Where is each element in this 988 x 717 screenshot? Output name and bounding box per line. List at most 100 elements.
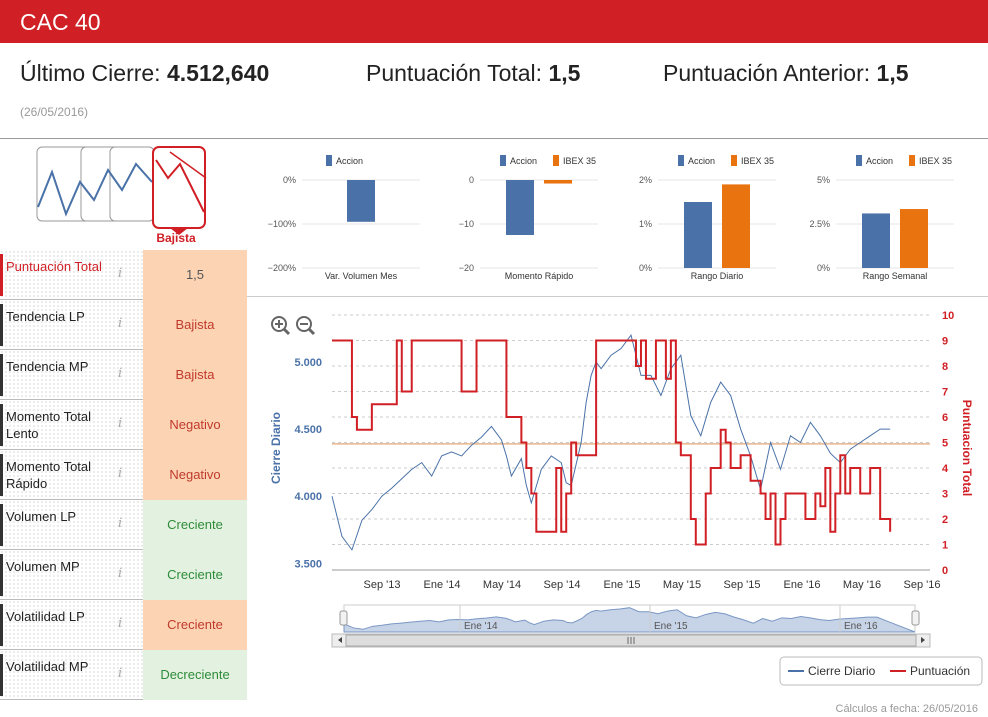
indicator-value: Bajista bbox=[143, 300, 247, 350]
x-tick-label: Sep '15 bbox=[724, 579, 761, 591]
row-accent bbox=[0, 554, 3, 596]
tick-label: 5% bbox=[817, 175, 830, 185]
indicator-value: Creciente bbox=[143, 500, 247, 550]
indicator-row: Volumen LP i Creciente bbox=[0, 500, 247, 550]
legend-label: Accion bbox=[866, 156, 893, 166]
tick-label: 0% bbox=[817, 263, 830, 273]
x-tick-label: Sep '14 bbox=[544, 579, 581, 591]
row-accent bbox=[0, 304, 3, 346]
navigator-tick-label: Ene '16 bbox=[844, 621, 878, 632]
indicator-value: Bajista bbox=[143, 350, 247, 400]
indicator-label: Volumen MP bbox=[6, 559, 80, 574]
chart-legend: Cierre Diario Puntuación bbox=[779, 656, 983, 686]
indicator-value: Creciente bbox=[143, 550, 247, 600]
tick-label: −20 bbox=[459, 263, 474, 273]
mini-chart: Accion IBEX 35 0 −10 −20 Momento Rápido bbox=[459, 155, 598, 281]
info-icon[interactable]: i bbox=[118, 416, 123, 431]
tick-label: 0% bbox=[639, 263, 652, 273]
left-tick-label: 4.500 bbox=[294, 424, 322, 436]
info-icon[interactable]: i bbox=[118, 616, 123, 631]
info-icon[interactable]: i bbox=[118, 666, 123, 681]
previous-score: Puntuación Anterior: 1,5 bbox=[663, 60, 909, 87]
series-line-puntuacion bbox=[332, 339, 892, 546]
divider bbox=[247, 296, 988, 297]
tick-label: 2% bbox=[639, 175, 652, 185]
info-icon[interactable]: i bbox=[118, 516, 123, 531]
indicator-value: 1,5 bbox=[143, 250, 247, 300]
last-close-value: 4.512,640 bbox=[166, 60, 270, 86]
mini-bar bbox=[544, 180, 572, 184]
x-tick-label: May '14 bbox=[483, 579, 521, 591]
info-icon[interactable]: i bbox=[118, 366, 123, 381]
trend-line-down bbox=[155, 159, 205, 213]
right-tick-label: 3 bbox=[942, 489, 948, 501]
legend-swatch bbox=[678, 155, 684, 166]
total-score: Puntuación Total: 1,5 bbox=[366, 60, 580, 87]
header-bar: CAC 40 bbox=[0, 0, 988, 43]
mini-bar bbox=[722, 184, 750, 268]
indicator-value: Decreciente bbox=[143, 650, 247, 700]
scroll-left-arrow[interactable] bbox=[338, 637, 342, 643]
indicator-value: Negativo bbox=[143, 450, 247, 500]
indicator-row: Volatilidad LP i Creciente bbox=[0, 600, 247, 650]
right-tick-label: 8 bbox=[942, 361, 948, 373]
mini-xlabel: Var. Volumen Mes bbox=[325, 271, 398, 281]
x-tick-label: Ene '14 bbox=[424, 579, 461, 591]
info-icon[interactable]: i bbox=[118, 316, 123, 331]
tick-label: −10 bbox=[459, 219, 474, 229]
scroll-right-arrow[interactable] bbox=[921, 637, 925, 643]
indicator-row: Momento Total Rápido i Negativo bbox=[0, 450, 247, 500]
tick-label: −200% bbox=[268, 263, 296, 273]
x-tick-label: Sep '13 bbox=[364, 579, 401, 591]
mini-xlabel: Rango Diario bbox=[691, 271, 744, 281]
legend-label-cierre[interactable]: Cierre Diario bbox=[808, 664, 876, 678]
zoom-in-button[interactable] bbox=[271, 316, 291, 336]
info-icon[interactable]: i bbox=[118, 466, 123, 481]
right-tick-label: 1 bbox=[942, 540, 948, 552]
zoom-out-button[interactable] bbox=[296, 316, 316, 336]
previous-score-label: Puntuación Anterior: bbox=[663, 60, 871, 86]
divider bbox=[0, 138, 988, 139]
total-score-value: 1,5 bbox=[548, 60, 581, 86]
row-accent bbox=[0, 454, 3, 496]
tick-label: −100% bbox=[268, 219, 296, 229]
mini-xlabel: Momento Rápido bbox=[505, 271, 574, 281]
mini-xlabel: Rango Semanal bbox=[863, 271, 928, 281]
info-icon[interactable]: i bbox=[118, 266, 123, 281]
right-tick-label: 2 bbox=[942, 514, 948, 526]
legend-label: IBEX 35 bbox=[919, 156, 952, 166]
row-accent bbox=[0, 604, 3, 646]
navigator-handle-left[interactable] bbox=[339, 610, 348, 626]
indicator-row: Volatilidad MP i Decreciente bbox=[0, 650, 247, 700]
last-close-label: Último Cierre: bbox=[20, 60, 161, 86]
indicator-label: Volatilidad MP bbox=[6, 659, 89, 674]
left-tick-label: 5.000 bbox=[294, 357, 322, 369]
mini-bar bbox=[900, 209, 928, 268]
right-tick-label: 0 bbox=[942, 565, 948, 577]
info-icon[interactable]: i bbox=[118, 566, 123, 581]
navigator-handle-right[interactable] bbox=[911, 610, 920, 626]
indicator-label: Tendencia LP bbox=[6, 309, 85, 324]
right-tick-label: 7 bbox=[942, 387, 948, 399]
indicator-label: Momento Total Lento bbox=[6, 409, 92, 441]
indicator-label: Tendencia MP bbox=[6, 359, 89, 374]
mini-bar bbox=[862, 213, 890, 268]
right-tick-label: 10 bbox=[942, 310, 954, 322]
legend-label: Accion bbox=[688, 156, 715, 166]
mini-chart: Accion IBEX 35 2% 1% 0% Rango Diario bbox=[639, 155, 776, 281]
left-tick-label: 3.500 bbox=[294, 558, 322, 570]
trend-badge-label: Bajista bbox=[156, 231, 196, 245]
tick-label: 1% bbox=[639, 219, 652, 229]
legend-swatch bbox=[500, 155, 506, 166]
indicator-value: Negativo bbox=[143, 400, 247, 450]
legend-label-puntuacion[interactable]: Puntuación bbox=[910, 664, 970, 678]
indicator-label: Volatilidad LP bbox=[6, 609, 85, 624]
legend-label: IBEX 35 bbox=[563, 156, 596, 166]
mini-chart: Accion IBEX 35 5% 2.5% 0% Rango Semanal bbox=[809, 155, 954, 281]
summary-date: (26/05/2016) bbox=[20, 105, 89, 119]
tick-label: 0% bbox=[283, 175, 296, 185]
right-tick-label: 4 bbox=[942, 463, 949, 475]
legend-label: IBEX 35 bbox=[741, 156, 774, 166]
indicator-label: Volumen LP bbox=[6, 509, 77, 524]
